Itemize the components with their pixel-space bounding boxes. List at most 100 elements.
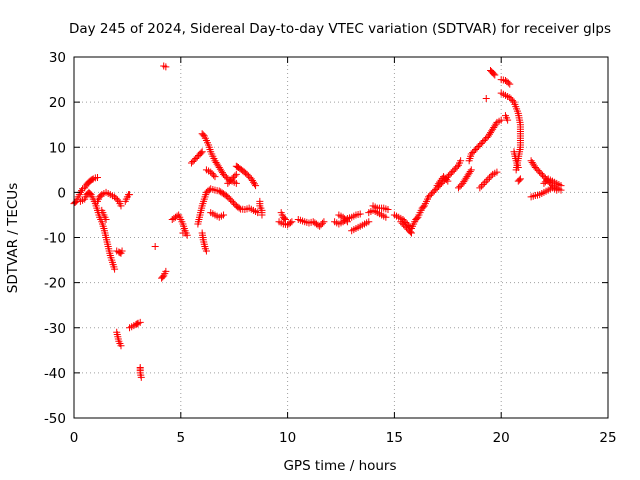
y-tick-label: -20 (44, 276, 66, 292)
data-point (133, 320, 141, 328)
data-point (533, 165, 541, 173)
data-point (437, 176, 445, 184)
data-point (432, 185, 440, 193)
x-tick-label: 0 (70, 430, 79, 446)
data-point (553, 186, 561, 194)
data-point (151, 243, 159, 251)
data-point (407, 229, 415, 237)
data-point (198, 148, 206, 156)
x-tick-label: 20 (493, 430, 510, 446)
data-point (450, 166, 458, 174)
data-point (466, 168, 474, 176)
x-tick-label: 5 (177, 430, 186, 446)
data-point (189, 158, 197, 166)
data-point (442, 176, 450, 184)
data-point (482, 95, 490, 103)
data-point (504, 79, 512, 87)
data-point (111, 193, 119, 201)
data-point (221, 172, 229, 180)
y-tick-label: -30 (44, 321, 66, 337)
data-point (452, 164, 460, 172)
data-point (229, 199, 237, 207)
data-point (343, 218, 351, 226)
data-point (252, 182, 260, 190)
data-point (491, 71, 499, 79)
data-point (111, 265, 119, 273)
data-point (425, 193, 433, 201)
data-point (356, 210, 364, 218)
data-point (112, 194, 120, 202)
data-point (485, 174, 493, 182)
y-tick-label: 10 (49, 140, 66, 156)
data-point (93, 173, 101, 181)
data-point (316, 222, 324, 230)
data-point (286, 219, 294, 227)
data-point (487, 172, 495, 180)
x-tick-label: 10 (279, 430, 296, 446)
y-tick-label: -10 (44, 231, 66, 247)
data-point (473, 144, 481, 152)
data-point (232, 179, 240, 187)
data-point (467, 166, 475, 174)
data-point (482, 177, 490, 185)
data-point (497, 116, 505, 124)
data-point (493, 168, 501, 176)
data-points (70, 62, 565, 381)
data-point (339, 213, 347, 221)
data-point (341, 215, 349, 223)
data-point (538, 171, 546, 179)
data-point (436, 178, 444, 186)
data-point (228, 175, 236, 183)
data-point (434, 180, 442, 188)
data-point (516, 175, 524, 183)
data-point (320, 218, 328, 226)
data-point (472, 146, 480, 154)
data-point (400, 221, 408, 229)
data-point (479, 138, 487, 146)
data-point (540, 173, 548, 181)
data-point (117, 342, 125, 350)
data-point (480, 136, 488, 144)
data-point (509, 97, 517, 105)
data-point (536, 168, 544, 176)
data-point (227, 196, 235, 204)
y-tick-label: 0 (57, 185, 66, 201)
data-point (81, 184, 89, 192)
data-point (217, 188, 225, 196)
data-point (534, 167, 542, 175)
data-point (224, 179, 232, 187)
data-point (113, 196, 121, 204)
data-point (117, 202, 125, 210)
data-point (445, 172, 453, 180)
data-point (401, 222, 409, 230)
data-point (531, 164, 539, 172)
data-point (220, 170, 228, 178)
data-point (162, 63, 170, 71)
data-point (192, 155, 200, 163)
data-point (433, 182, 441, 190)
data-point (547, 180, 555, 188)
data-point (507, 95, 515, 103)
data-point (225, 194, 233, 202)
data-point (454, 184, 462, 192)
data-point (232, 170, 240, 178)
data-point (470, 147, 478, 155)
data-point (557, 182, 565, 190)
data-point (430, 187, 438, 195)
data-point (136, 318, 144, 326)
data-point (250, 180, 258, 188)
data-point (490, 70, 498, 78)
data-point (441, 174, 449, 182)
data-point (515, 176, 523, 184)
data-point (453, 163, 461, 171)
data-point (162, 267, 170, 275)
data-point (440, 173, 448, 181)
data-point (481, 179, 489, 187)
data-point (258, 211, 266, 219)
data-point (224, 193, 232, 201)
data-point (193, 153, 201, 161)
data-point (476, 141, 484, 149)
data-point (429, 188, 437, 196)
